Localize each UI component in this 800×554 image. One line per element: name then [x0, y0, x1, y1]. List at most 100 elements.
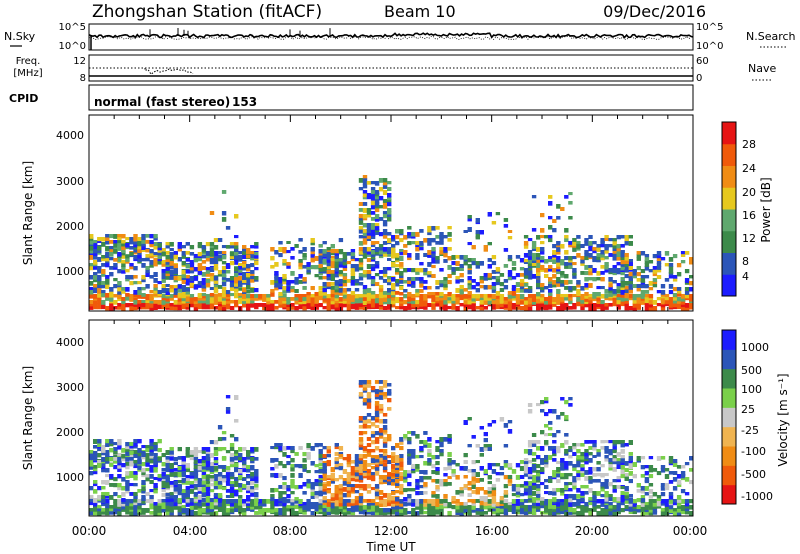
power-cell	[463, 230, 468, 233]
power-colorbar	[721, 121, 737, 297]
power-cell	[608, 297, 613, 301]
velocity-cell	[366, 508, 372, 512]
power-cell	[125, 278, 130, 282]
power-cell	[443, 283, 448, 288]
power-cell	[672, 297, 678, 301]
power-cell	[197, 284, 203, 288]
velocity-cell	[616, 508, 621, 512]
power-cell	[399, 306, 404, 310]
velocity-cell	[342, 508, 348, 513]
power-cell	[604, 250, 609, 254]
power-cell	[282, 300, 287, 304]
power-cell	[217, 270, 223, 275]
power-cell	[113, 263, 118, 268]
power-cell	[491, 288, 497, 293]
velocity-cell	[157, 499, 162, 504]
power-cell	[395, 229, 400, 234]
velocity-cell	[407, 449, 412, 454]
velocity-cell	[314, 505, 319, 510]
velocity-cell	[431, 455, 436, 460]
time-tick-0800: 08:00	[273, 524, 308, 538]
power-cell	[507, 236, 513, 240]
velocity-cell	[588, 467, 593, 471]
velocity-cell	[338, 455, 344, 460]
power-cell	[250, 254, 255, 259]
power-cell	[129, 252, 134, 256]
power-cell	[330, 300, 335, 305]
power-cell	[197, 300, 203, 304]
power-cell	[451, 294, 456, 299]
power-cell	[370, 291, 376, 295]
power-cell	[467, 297, 472, 301]
power-cell	[556, 265, 561, 270]
velocity-cell	[628, 498, 633, 503]
power-cell	[141, 237, 146, 241]
power-cell	[209, 267, 215, 272]
power-cell	[399, 300, 404, 304]
velocity-cell	[536, 505, 541, 510]
power-cell	[536, 274, 541, 279]
power-cell	[640, 300, 646, 305]
power-cell	[318, 264, 323, 268]
velocity-cell	[294, 505, 299, 509]
velocity-cell	[455, 508, 460, 513]
velocity-cell	[290, 485, 295, 489]
velocity-cell	[415, 485, 420, 490]
power-cell	[463, 300, 468, 305]
power-cell	[475, 233, 480, 238]
velocity-cell	[672, 477, 678, 482]
velocity-cell	[358, 463, 364, 468]
velocity-cell	[644, 511, 650, 515]
power-cell	[419, 277, 424, 281]
power-cell	[435, 300, 440, 304]
velocity-cell	[97, 463, 102, 468]
power-cell	[221, 293, 227, 298]
power-cell	[487, 300, 492, 305]
power-cell	[234, 276, 239, 281]
power-cell	[378, 196, 384, 201]
power-cell	[556, 262, 561, 267]
velocity-cell	[531, 469, 537, 473]
velocity-cell	[511, 499, 517, 504]
power-cell	[616, 300, 621, 305]
velocity-cell	[447, 437, 452, 442]
power-cell	[334, 288, 339, 293]
velocity-cell	[209, 475, 215, 479]
power-cell	[238, 266, 243, 270]
velocity-cell	[684, 505, 690, 509]
power-cell	[330, 282, 335, 286]
power-cell	[161, 252, 166, 257]
velocity-cell	[568, 482, 573, 486]
power-cell	[89, 255, 94, 260]
power-cell	[286, 250, 291, 254]
velocity-cell	[362, 431, 368, 435]
power-cell	[342, 282, 348, 287]
velocity-cell	[664, 505, 670, 510]
power-cell	[624, 257, 629, 261]
power-cell	[330, 306, 335, 310]
power-cell	[415, 300, 420, 305]
power-cell	[290, 297, 295, 301]
velocity-cell	[374, 496, 380, 500]
velocity-cell	[664, 474, 670, 479]
velocity-cell	[310, 494, 315, 499]
velocity-cell	[165, 484, 170, 489]
power-cell	[246, 255, 251, 259]
velocity-cell	[387, 434, 392, 439]
power-cell	[145, 306, 150, 310]
power-cell	[548, 216, 553, 220]
cpid-panel: CPID normal (fast stereo) 153	[9, 84, 694, 111]
power-cell	[129, 281, 134, 286]
power-cell	[378, 205, 384, 209]
velocity-cell	[350, 466, 356, 470]
power-cell	[536, 297, 541, 302]
power-cell	[133, 243, 138, 248]
velocity-cell	[346, 463, 352, 468]
power-cell	[153, 300, 158, 304]
velocity-cell	[471, 469, 476, 473]
velocity-cell	[105, 505, 110, 509]
velocity-cell	[640, 486, 646, 491]
velocity-cell	[165, 463, 170, 468]
velocity-cell	[483, 496, 488, 500]
velocity-cell	[419, 485, 424, 489]
